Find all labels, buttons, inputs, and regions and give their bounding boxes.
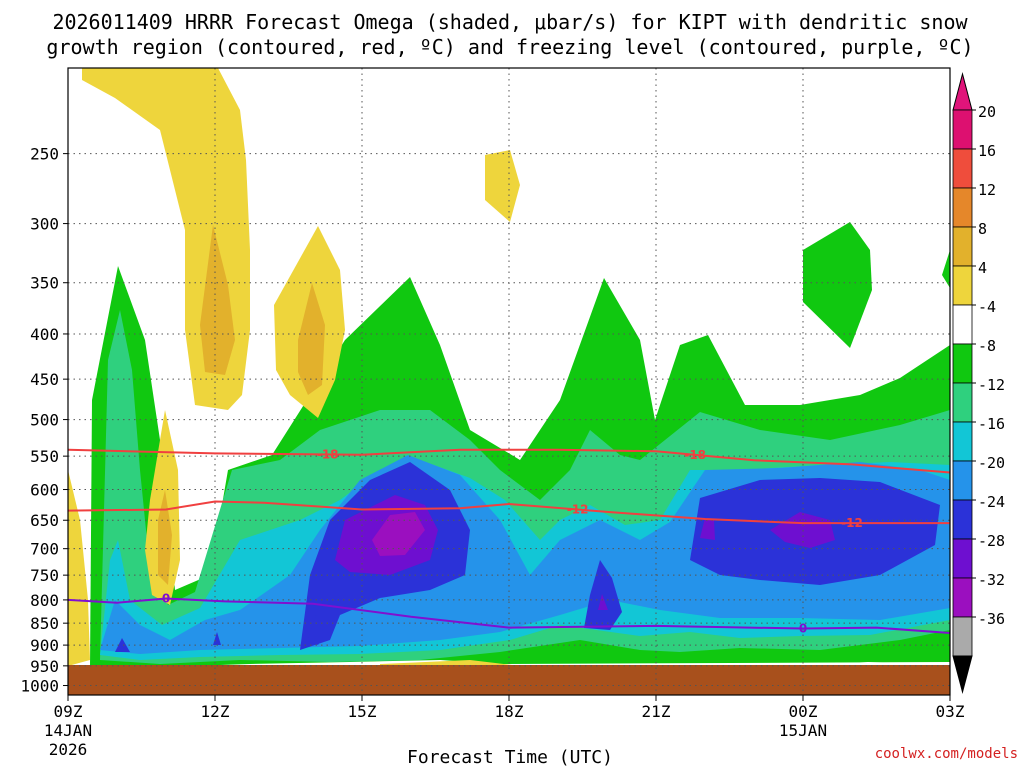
colorbar-segment-10 [952,499,973,540]
x-axis-title: Forecast Time (UTC) [407,747,613,768]
contour-line-0 [68,448,950,474]
omega-region-minus28-b [700,518,715,540]
y-tick-label-500: 500 [30,411,59,430]
colorbar-segment-2 [952,187,973,228]
y-tick-label-300: 300 [30,215,59,234]
contour-line-1 [68,500,950,525]
contour-label-1-1: -12 [841,516,863,530]
contour-label-0-0: -18 [317,447,339,461]
credit-text: coolwx.com/models [875,746,1018,762]
omega-region-plus8-c [158,490,172,585]
omega-region-plus4-c [485,150,520,222]
colorbar-segment-1 [952,148,973,189]
colorbar-label--20: -20 [978,454,1005,472]
colorbar-segment-9 [952,460,973,501]
x-tick-date-00Z: 15JAN [779,721,827,740]
chart-title-line-1: 2026011409 HRRR Forecast Omega (shaded, … [52,10,968,34]
colorbar-label-16: 16 [978,142,996,160]
colorbar-segment-4 [952,265,973,306]
colorbar-label-20: 20 [978,103,996,121]
x-tick-label-15Z: 15Z [348,702,377,721]
contour-label-2-1: 0 [799,622,807,636]
x-tick-label-18Z: 18Z [495,702,524,721]
x-tick-label-03Z: 03Z [936,702,965,721]
colorbar-segment-6 [952,343,973,384]
colorbar-segment-11 [952,538,973,579]
omega-region-minus8-edge [942,250,950,288]
contour-label-2-0: 0 [162,591,170,605]
plot-area [68,68,950,695]
omega-region-minus28-d [598,594,608,610]
omega-region-plus4-d [68,470,90,666]
y-tick-label-750: 750 [30,566,59,585]
y-tick-label-650: 650 [30,511,59,530]
chart-title-line-2: growth region (contoured, red, ºC) and f… [46,35,973,59]
omega-region-plus8-b [298,283,325,395]
y-tick-label-900: 900 [30,636,59,655]
y-tick-label-850: 850 [30,614,59,633]
colorbar-segment-7 [952,382,973,423]
colorbar-segment-13 [952,616,973,657]
y-tick-label-350: 350 [30,274,59,293]
x-tick-label-12Z: 12Z [201,702,230,721]
colorbar-label-12: 12 [978,181,996,199]
x-tick-label-21Z: 21Z [642,702,671,721]
colorbar-label--4: -4 [978,298,996,316]
colorbar-label--12: -12 [978,376,1005,394]
x-tick-label-09Z: 09Z [54,702,83,721]
colorbar-segment-3 [952,226,973,267]
contour-line-2 [68,597,950,634]
colorbar-label--24: -24 [978,493,1005,511]
y-tick-label-450: 450 [30,370,59,389]
y-axis-ticks: 250 300 350 400 450 500 550 600 650 700 750 800 850 9… [20,145,68,696]
colorbar-segment-8 [952,421,973,462]
colorbar-segment-12 [952,577,973,618]
colorbar: 20 16 12 8 4 -4 -8 -12 -16 -20 -24 -28 -32 -36 [952,72,1005,694]
colorbar-label-8: 8 [978,220,987,238]
contour-label-1-0: -12 [567,503,589,517]
contours: -18 -18 -12 -12 0 0 [68,447,950,636]
contour-label-0-1: -18 [684,448,706,462]
colorbar-segment-0 [952,109,973,150]
omega-region-minus32 [372,512,425,556]
colorbar-label--32: -32 [978,571,1005,589]
y-tick-label-950: 950 [30,657,59,676]
y-tick-label-800: 800 [30,591,59,610]
omega-region-minus24-b [584,560,622,630]
y-tick-label-600: 600 [30,481,59,500]
y-tick-label-250: 250 [30,145,59,164]
y-tick-label-1000: 1000 [20,677,59,696]
colorbar-label--28: -28 [978,532,1005,550]
y-tick-label-400: 400 [30,325,59,344]
x-tick-year-09Z: 2026 [49,740,88,759]
y-tick-label-700: 700 [30,540,59,559]
omega-region-minus24-f [308,615,324,645]
colorbar-label--16: -16 [978,415,1005,433]
colorbar-label--36: -36 [978,610,1005,628]
x-tick-label-00Z: 00Z [789,702,818,721]
omega-region-minus24-d [115,638,130,652]
colorbar-below-triangle [952,655,973,694]
colorbar-label--8: -8 [978,337,996,355]
omega-region-minus8-upper [803,222,872,348]
colorbar-label-4: 4 [978,259,987,277]
colorbar-segment-5 [952,304,973,345]
surface-yellow [380,660,520,666]
x-tick-date-09Z: 14JAN [44,721,92,740]
omega-region-plus8-a [200,225,235,375]
omega-region-minus24-e [213,632,221,645]
y-tick-label-550: 550 [30,447,59,466]
